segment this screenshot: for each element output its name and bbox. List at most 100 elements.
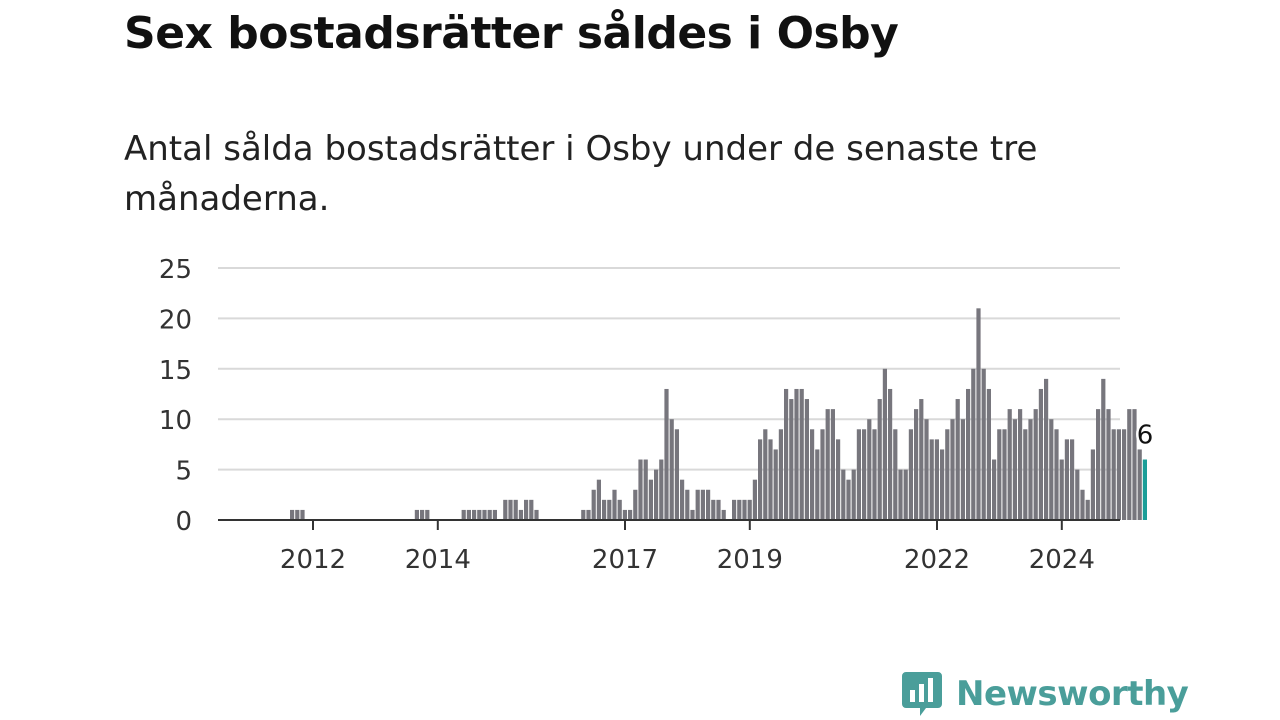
bar xyxy=(924,419,929,520)
bar xyxy=(752,479,757,520)
bar xyxy=(737,499,742,520)
bar xyxy=(1044,378,1049,520)
bar xyxy=(1111,429,1116,520)
bar xyxy=(716,499,721,520)
bar xyxy=(934,439,939,520)
bar xyxy=(804,399,809,520)
y-tick-label: 25 xyxy=(159,255,192,285)
bar xyxy=(414,509,419,520)
newsworthy-wordmark: Newsworthy xyxy=(956,674,1189,714)
bar xyxy=(648,479,653,520)
bar xyxy=(794,388,799,520)
bar xyxy=(602,499,607,520)
bar xyxy=(742,499,747,520)
bar xyxy=(1028,419,1033,520)
bar xyxy=(986,388,991,520)
y-tick-label: 0 xyxy=(175,507,192,537)
bar xyxy=(830,409,835,520)
bar xyxy=(466,509,471,520)
bar xyxy=(487,509,492,520)
bar xyxy=(674,429,679,520)
newsworthy-logo[interactable]: Newsworthy xyxy=(902,670,1189,718)
bar xyxy=(659,459,664,520)
bar xyxy=(654,469,659,520)
bar xyxy=(955,399,960,520)
bar xyxy=(617,499,622,520)
x-tick-label: 2017 xyxy=(592,545,658,575)
bar xyxy=(721,509,726,520)
bar xyxy=(732,499,737,520)
bar xyxy=(810,429,815,520)
bar xyxy=(425,509,430,520)
bar xyxy=(940,449,945,520)
bar xyxy=(680,479,685,520)
bar xyxy=(518,509,523,520)
bar xyxy=(851,469,856,520)
bar xyxy=(664,388,669,520)
bar xyxy=(747,499,752,520)
bar xyxy=(1012,419,1017,520)
bar-chart: 0 5 10 15 20 25 2012 2014 2017 2019 2022 2024 6 xyxy=(158,255,1154,575)
bar xyxy=(836,439,841,520)
bar xyxy=(1122,429,1127,520)
bar xyxy=(888,388,893,520)
bar xyxy=(971,368,976,520)
bar xyxy=(992,459,997,520)
bar xyxy=(898,469,903,520)
bar xyxy=(622,509,627,520)
bar xyxy=(1101,378,1106,520)
bar xyxy=(903,469,908,520)
bar xyxy=(643,459,648,520)
bar xyxy=(685,489,690,520)
bar xyxy=(586,509,591,520)
bar xyxy=(820,429,825,520)
bar xyxy=(591,489,596,520)
bar xyxy=(929,439,934,520)
bar xyxy=(846,479,851,520)
bar xyxy=(867,419,872,520)
bar xyxy=(763,429,768,520)
bar xyxy=(1064,439,1069,520)
bar xyxy=(596,479,601,520)
bar xyxy=(700,489,705,520)
newsworthy-logo-icon xyxy=(902,672,942,716)
bar xyxy=(295,509,300,520)
bar xyxy=(778,429,783,520)
bar xyxy=(784,388,789,520)
bar xyxy=(711,499,716,520)
bar xyxy=(914,409,919,520)
bar xyxy=(893,429,898,520)
bar xyxy=(815,449,820,520)
bar xyxy=(1075,469,1080,520)
x-tick-label: 2024 xyxy=(1029,545,1095,575)
bar xyxy=(825,409,830,520)
bar xyxy=(758,439,763,520)
bar xyxy=(950,419,955,520)
bar xyxy=(960,419,965,520)
bar xyxy=(1116,429,1121,520)
bar xyxy=(768,439,773,520)
bar xyxy=(1090,449,1095,520)
bar xyxy=(1132,409,1137,520)
bar xyxy=(461,509,466,520)
y-tick-label: 20 xyxy=(159,305,192,335)
bar xyxy=(966,388,971,520)
bar xyxy=(1127,409,1132,520)
bar xyxy=(919,399,924,520)
bar xyxy=(581,509,586,520)
bar xyxy=(841,469,846,520)
bar xyxy=(706,489,711,520)
bar xyxy=(508,499,513,520)
bar xyxy=(612,489,617,520)
x-tick-label: 2012 xyxy=(280,545,346,575)
bar xyxy=(1038,388,1043,520)
bar xyxy=(908,429,913,520)
bar xyxy=(529,499,534,520)
bar xyxy=(862,429,867,520)
bar xyxy=(997,429,1002,520)
bar xyxy=(690,509,695,520)
bar xyxy=(877,399,882,520)
bar xyxy=(1059,459,1064,520)
bar xyxy=(1033,409,1038,520)
bar xyxy=(420,509,425,520)
